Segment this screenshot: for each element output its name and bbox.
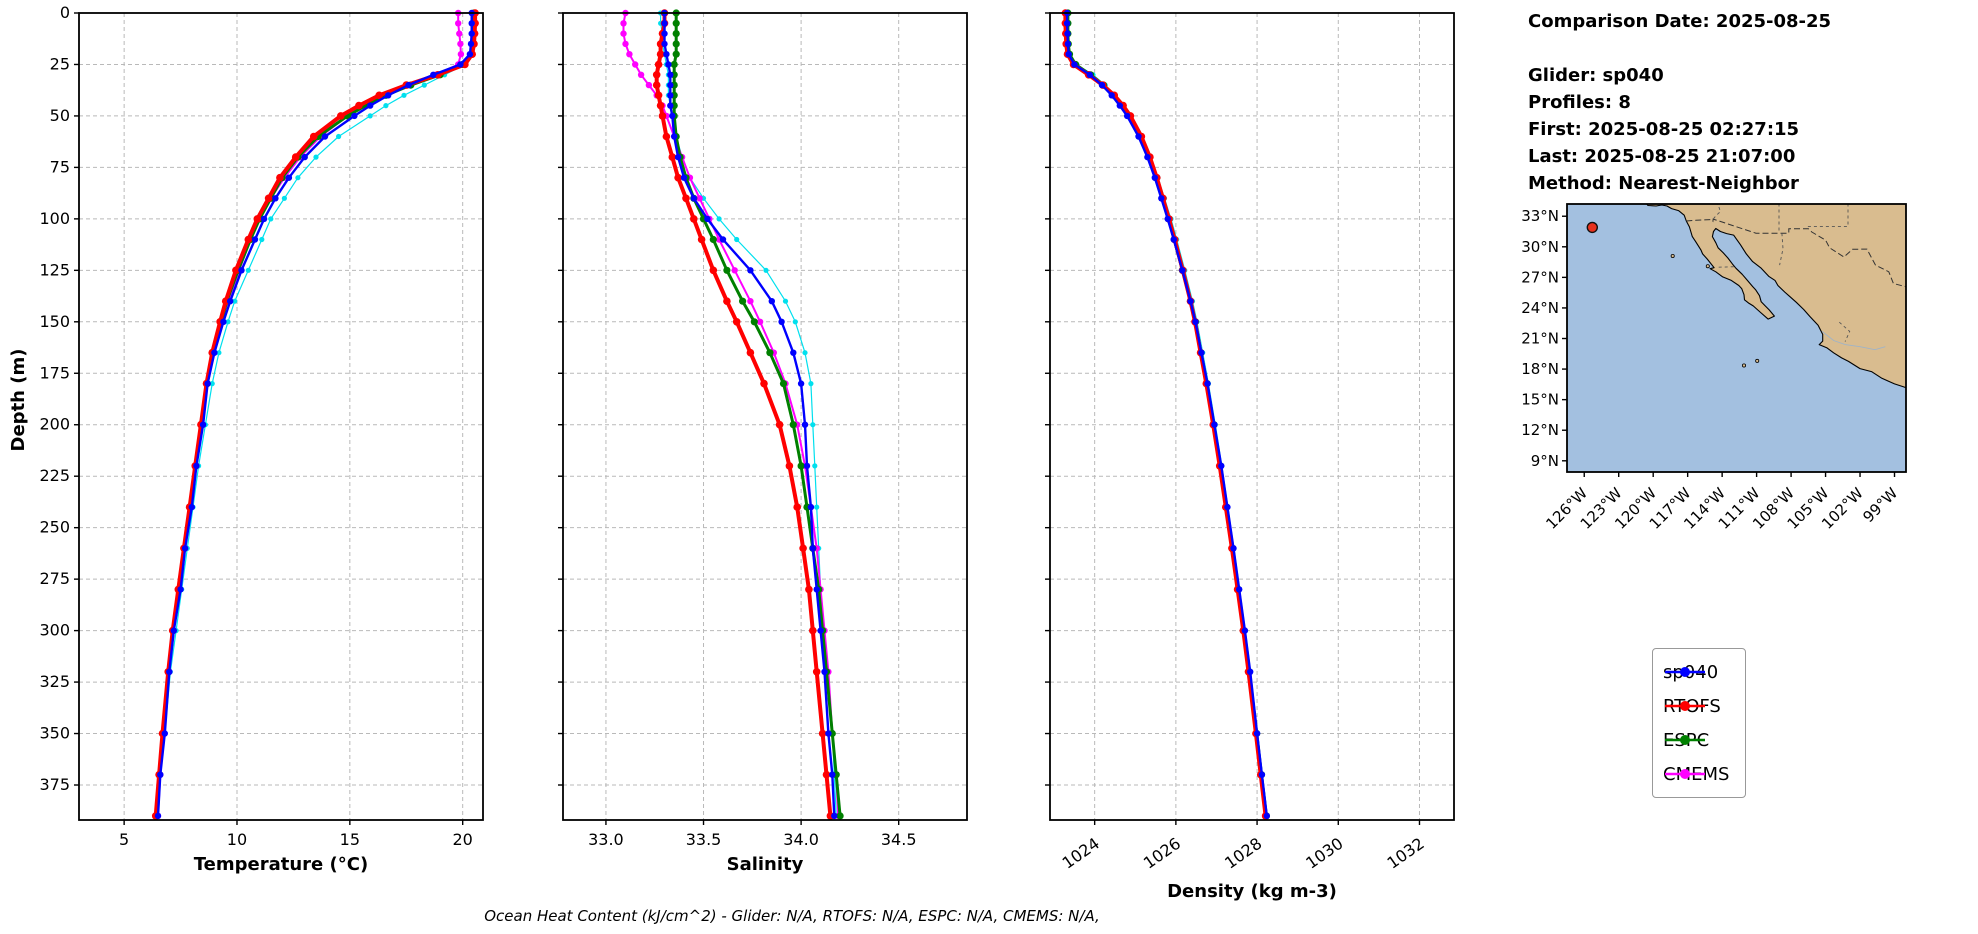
series-sp040	[154, 9, 475, 820]
depth-tick-label: 350	[39, 724, 70, 743]
legend-item-sp040: sp040	[1663, 655, 1729, 689]
state-border	[1718, 266, 1736, 268]
depth-tick-label: 75	[50, 157, 70, 176]
map-lat-label: 30°N	[1521, 238, 1559, 256]
depth-tick-label: 125	[39, 260, 70, 279]
series-sp040-profiles	[658, 10, 839, 819]
depth-tick-label: 175	[39, 363, 70, 382]
map-area	[1567, 204, 1906, 472]
map-lat-label: 9°N	[1531, 452, 1559, 470]
series-RTOFS	[652, 9, 835, 820]
legend-marker-RTOFS	[1665, 701, 1705, 711]
map-lat-label: 33°N	[1521, 207, 1559, 225]
temperature-tick-label: 15	[340, 830, 360, 849]
river	[1821, 331, 1886, 351]
temperature-axis-label: Temperature (°C)	[194, 854, 368, 875]
info-profiles: Profiles: 8	[1528, 92, 1631, 113]
legend-marker-sp040	[1665, 667, 1705, 677]
island	[1741, 363, 1746, 368]
state-border	[1806, 204, 1849, 229]
map-lat-label: 27°N	[1521, 268, 1559, 286]
depth-tick-label: 200	[39, 415, 70, 434]
density-tick-label: 1032	[1384, 834, 1428, 873]
depth-tick-label: 250	[39, 518, 70, 537]
depth-tick-label: 0	[60, 3, 70, 22]
series-sp040	[661, 9, 838, 820]
salinity-axis-label: Salinity	[727, 854, 804, 875]
ohc-footnote: Ocean Heat Content (kJ/cm^2) - Glider: N…	[484, 907, 1100, 925]
depth-tick-label: 50	[50, 106, 70, 125]
salinity-panel: 33.0 33.5 34.0 34.5 Salinity	[558, 9, 968, 875]
salinity-tick-label: 34.5	[881, 830, 917, 849]
temperature-panel: 5 10 15 20 Temperature (°C)	[74, 9, 484, 875]
depth-tick-label: 225	[39, 466, 70, 485]
depth-tick-label: 275	[39, 569, 70, 588]
info-glider: Glider: sp040	[1528, 65, 1664, 86]
coastline	[1646, 204, 1906, 389]
salinity-tick-label: 33.5	[686, 830, 722, 849]
map-land	[1646, 204, 1906, 388]
legend-item-RTOFS: RTOFS	[1663, 689, 1729, 723]
series-sp040-profiles	[1064, 10, 1270, 819]
legend-marker-ESPC	[1665, 735, 1705, 745]
info-method: Method: Nearest-Neighbor	[1528, 173, 1799, 194]
state-border	[1779, 233, 1784, 266]
comparison-info: Comparison Date: 2025-08-25 Glider: sp04…	[1528, 8, 1831, 197]
density-panel: 1024 1026 1028 1030 1032 Density (kg m-3)	[1045, 9, 1455, 902]
glider-position-marker	[1586, 221, 1599, 234]
map-lat-label: 15°N	[1521, 391, 1559, 409]
density-axis-label: Density (kg m-3)	[1167, 881, 1337, 902]
density-tick-label: 1024	[1059, 834, 1103, 873]
temperature-tick-label: 5	[119, 830, 129, 849]
temperature-tick-label: 10	[227, 830, 247, 849]
info-comparison-date: Comparison Date: 2025-08-25	[1528, 11, 1832, 32]
legend: sp040RTOFSESPCCMEMS	[1652, 648, 1747, 798]
depth-axis-label: Depth (m)	[8, 349, 29, 452]
map-lat-label: 18°N	[1521, 360, 1559, 378]
info-last: Last: 2025-08-25 21:07:00	[1528, 146, 1796, 167]
map-lat-label: 24°N	[1521, 299, 1559, 317]
series-RTOFS	[1061, 9, 1270, 820]
map-lon-label: 99°W	[1859, 484, 1901, 526]
legend-item-CMEMS: CMEMS	[1663, 757, 1729, 791]
country-border	[1686, 218, 1906, 288]
density-tick-label: 1028	[1221, 834, 1265, 873]
map-lat-label: 12°N	[1521, 421, 1559, 439]
map-lat-label: 21°N	[1521, 330, 1559, 348]
depth-tick-label: 325	[39, 672, 70, 691]
salinity-tick-label: 34.0	[783, 830, 819, 849]
density-tick-label: 1030	[1302, 834, 1346, 873]
depth-tick-label: 375	[39, 775, 70, 794]
salinity-tick-label: 33.0	[588, 830, 624, 849]
density-tick-label: 1026	[1140, 834, 1184, 873]
location-map: 33°N30°N27°N24°N21°N18°N15°N12°N9°N126°W…	[1521, 203, 1907, 533]
series-CMEMS	[1063, 9, 1270, 820]
series-CMEMS	[620, 9, 842, 820]
island	[1705, 264, 1710, 269]
info-first: First: 2025-08-25 02:27:15	[1528, 119, 1800, 140]
depth-tick-label: 100	[39, 209, 70, 228]
series-RTOFS	[151, 9, 479, 820]
profile-charts: 5 10 15 20 Temperature (°C) 33.0 33.5 34.0 34.5 S…	[8, 3, 1455, 925]
state-border	[1839, 321, 1851, 342]
legend-item-ESPC: ESPC	[1663, 723, 1729, 757]
island	[1670, 254, 1675, 259]
depth-tick-label: 150	[39, 312, 70, 331]
temperature-tick-label: 20	[453, 830, 473, 849]
depth-tick-label: 25	[50, 54, 70, 73]
island	[1755, 358, 1760, 363]
series-sp040	[1063, 9, 1271, 820]
legend-marker-CMEMS	[1665, 769, 1705, 779]
depth-tick-label: 300	[39, 621, 70, 640]
